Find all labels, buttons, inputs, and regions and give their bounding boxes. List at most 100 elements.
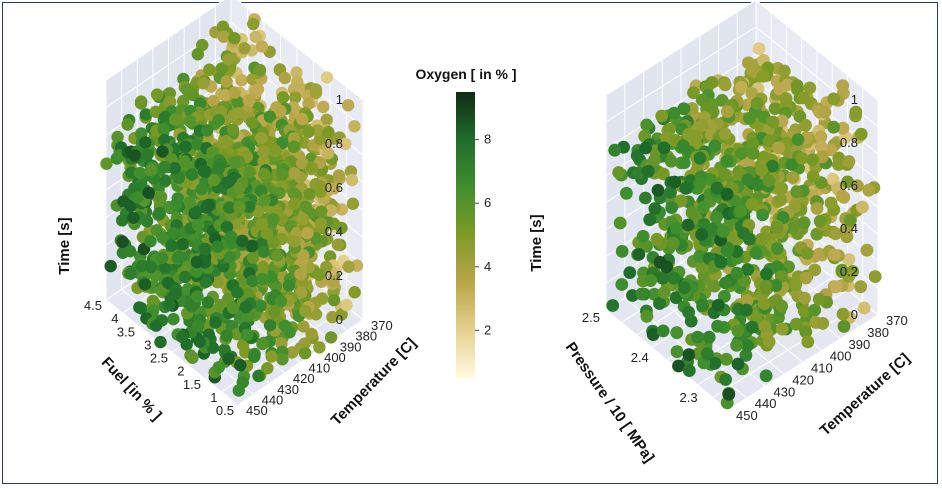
right-pressure-ticks: 2.3 2.4 2.5 [582,310,698,405]
data-point [314,185,327,198]
y-tick-label: 450 [246,403,268,418]
data-point [677,156,691,170]
left-points [100,13,364,397]
data-point [228,32,241,45]
data-point [139,136,152,149]
data-point [163,87,176,100]
data-point [742,232,756,246]
data-point [640,118,654,132]
data-point [829,227,842,241]
data-point [290,66,303,79]
data-point [168,162,181,175]
data-point [836,307,850,321]
data-point [750,97,764,110]
data-point [289,91,302,104]
data-point [212,361,225,374]
data-point [785,158,799,171]
data-point [223,201,236,214]
data-point [770,221,784,234]
data-point [854,127,868,141]
data-point [255,40,269,53]
data-point [172,250,185,264]
data-point [144,164,157,177]
data-point [734,147,748,160]
data-point [714,255,728,269]
data-point [185,168,199,181]
data-point [202,198,215,212]
data-point [827,92,841,106]
data-point [790,79,804,92]
data-point [309,83,323,96]
data-point [836,79,850,92]
data-point [665,201,679,215]
y-tick-label: 440 [755,396,777,411]
x-tick-label: 0.5 [216,403,234,418]
data-point [656,271,669,285]
data-point [195,182,208,196]
data-point [810,227,824,241]
data-point [687,86,700,100]
data-point [299,304,312,318]
data-point [185,300,198,313]
data-point [770,260,784,274]
y-tick-label: 420 [293,371,315,386]
data-point [176,330,189,344]
data-point [305,161,318,174]
data-point [177,94,190,108]
y-tick-label: 380 [355,329,377,344]
data-point [320,113,333,127]
data-point [691,330,704,344]
data-point [829,280,843,294]
data-point [327,293,341,307]
gridline [105,0,225,81]
z-tick-label: 0.6 [840,178,858,193]
data-point [803,81,817,95]
data-point [320,260,333,274]
data-point [317,100,330,114]
data-point [159,261,172,274]
data-point [745,320,759,334]
gridline [755,0,879,101]
figure-frame [2,2,938,484]
x-tick-label: 2.4 [631,350,649,365]
data-point [298,347,312,360]
data-point [203,63,216,76]
data-point [269,144,282,158]
data-point [233,201,246,214]
data-point [150,88,164,101]
y-tick-label: 440 [262,392,284,407]
data-point [697,201,710,214]
data-point [256,273,269,286]
data-point [159,174,172,187]
data-point [297,320,310,333]
data-point [639,141,652,155]
data-point [282,279,296,292]
data-point [743,111,756,125]
data-point [608,143,622,157]
data-point [653,297,666,310]
data-point [295,286,308,299]
data-point [100,157,113,170]
data-point [856,200,869,214]
data-point [217,136,231,149]
data-point [249,30,262,44]
colorbar-tick-label: 6 [484,195,491,210]
data-point [710,181,724,195]
data-point [288,235,301,248]
data-point [142,186,155,199]
data-point [789,317,803,331]
colorbar-tick-label: 4 [484,259,491,274]
data-point [239,301,252,314]
data-point [302,125,315,138]
data-point [331,238,345,251]
data-point [255,217,268,231]
data-point [263,110,277,123]
data-point [797,91,810,105]
left-time-ticks: 0 0.2 0.4 0.6 0.8 1 [325,92,343,327]
x-tick-label: 2.5 [582,310,600,325]
data-point [251,83,265,96]
x-tick-label: 1.5 [183,377,201,392]
data-point [302,97,315,110]
data-point [324,331,338,344]
data-point [762,134,776,148]
